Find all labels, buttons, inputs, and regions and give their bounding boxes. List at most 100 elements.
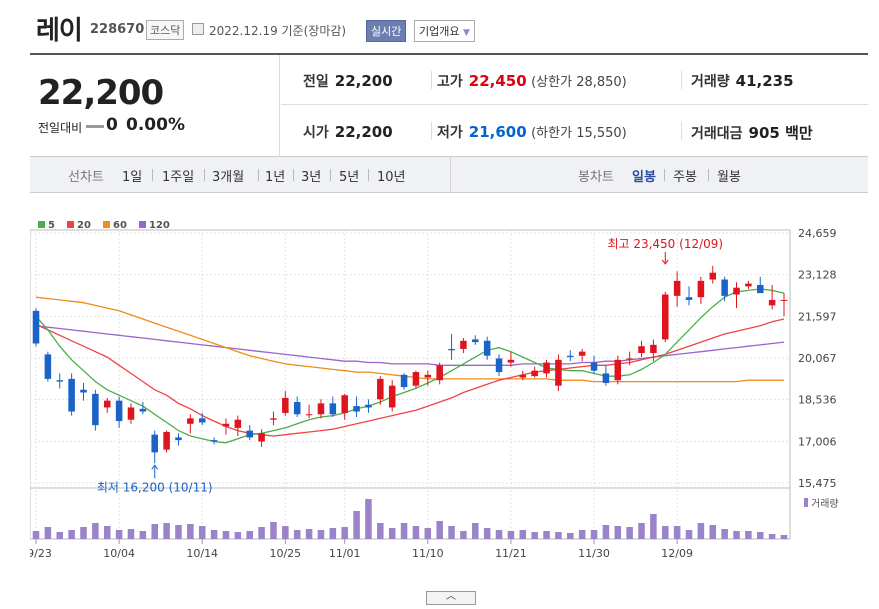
high-value: 22,450 [468,72,527,90]
tab-1day[interactable]: 1일 [122,170,143,185]
volume-bar [305,529,313,539]
volume-bar [472,523,479,539]
candle-body [282,397,289,413]
candle-body [472,339,479,343]
tab-10year[interactable]: 10년 [377,170,406,185]
change-label: 전일대비 [38,121,83,135]
candle-body [80,389,87,393]
volume-bar [270,522,277,539]
volume-bar [768,534,776,539]
volume-bar [543,531,550,539]
volume-bar [329,528,337,539]
candle-body [68,378,75,412]
collapse-button[interactable]: ︿ [426,591,476,605]
y-tick-label: 15,475 [798,477,837,490]
candle-body [721,279,728,296]
candle-body [531,370,538,377]
candle-body [377,378,384,400]
realtime-button[interactable]: 실시간 [366,20,407,42]
calendar-icon [192,23,204,35]
candle-body [115,400,123,422]
candle-body [756,284,764,294]
upper-limit: (상한가 28,850) [531,75,627,90]
volume-bar [721,529,728,539]
tab-5year[interactable]: 5년 [339,170,360,185]
candle-body [519,374,527,378]
candle-body [103,400,111,408]
volume-bar [650,514,657,539]
candle-body [662,294,669,340]
volume-legend-label: 거래량 [811,498,839,510]
volume-bar [626,527,633,539]
legend-label: 120 [149,220,170,231]
volume-bar [460,531,467,539]
tab-daily[interactable]: 일봉 [632,170,656,185]
high-label: 고가 [437,74,463,90]
candle-body [650,344,657,354]
y-tick-label: 17,006 [798,435,837,448]
candle-body [483,340,491,356]
candle-body [222,423,230,427]
volume-bar [733,531,740,539]
ma120-line [35,325,785,366]
candle-body [602,373,610,383]
volume-bar [198,526,206,539]
volume-bar [115,530,123,539]
candle-body [246,430,253,438]
volume-legend-swatch [804,498,808,507]
candle-body [198,418,206,423]
high-arrow-head [661,259,669,265]
volume-bar [388,528,396,539]
tab-1year[interactable]: 1년 [265,170,286,185]
candle-body [44,354,52,379]
tab-weekly[interactable]: 주봉 [673,170,697,185]
volume-bar [614,526,622,539]
low-annotation: 최저 16,200 (10/11) [97,480,213,494]
candle-body [293,402,301,415]
y-tick-label: 24,659 [798,227,837,240]
ma5-line [35,288,785,444]
volume-bar [139,531,147,539]
prev-close-value: 22,200 [334,72,393,90]
volume-bar [709,525,717,539]
volume-bar [448,526,455,539]
market-badge: 코스닥 [146,20,185,40]
tab-3month[interactable]: 3개월 [212,170,245,185]
stock-name: 레이 [36,16,83,46]
volume-bar [293,530,301,539]
stock-chart[interactable]: 24,659 23,128 21,597 20,067 18,536 17,006 15,4… [30,205,868,600]
tab-3year[interactable]: 3년 [301,170,322,185]
volume-bar [44,527,52,539]
candle-body [745,283,752,287]
plot-frame [30,229,791,540]
legend-label: 60 [113,220,127,231]
candle-body [460,340,467,349]
open-value: 22,200 [334,123,393,141]
volume-bar [780,535,788,539]
volume-bar [68,530,75,539]
corp-overview-button[interactable]: 기업개요 ▼ [414,20,475,42]
x-tick-label: 11/21 [495,547,527,560]
prev-close-label: 전일 [303,74,329,90]
volume-bar [424,528,432,539]
candle-body [365,404,372,408]
candle-body [56,380,64,382]
volume-bar [234,532,242,539]
candle-body [507,359,515,363]
volume-bar [519,530,527,539]
candle-body [436,365,443,381]
stock-code: 228670 [90,22,145,37]
legend-swatch [38,221,45,228]
candle-body [329,403,337,415]
candle-body [127,407,135,420]
current-price-box: 22,200 전일대비 0 0.00% [30,55,280,156]
tab-1week[interactable]: 1주일 [162,170,195,185]
volume-bar [578,530,586,539]
volume-bar [495,530,503,539]
price-row-2: 시가 22,200 저가 21,600 (하한가 15,550) 거래대금 905 백… [281,106,868,156]
tab-monthly[interactable]: 월봉 [717,170,741,185]
volume-bar [555,532,562,539]
candle-body [626,358,633,360]
volume-bar [187,524,194,539]
candle-body [685,297,693,300]
